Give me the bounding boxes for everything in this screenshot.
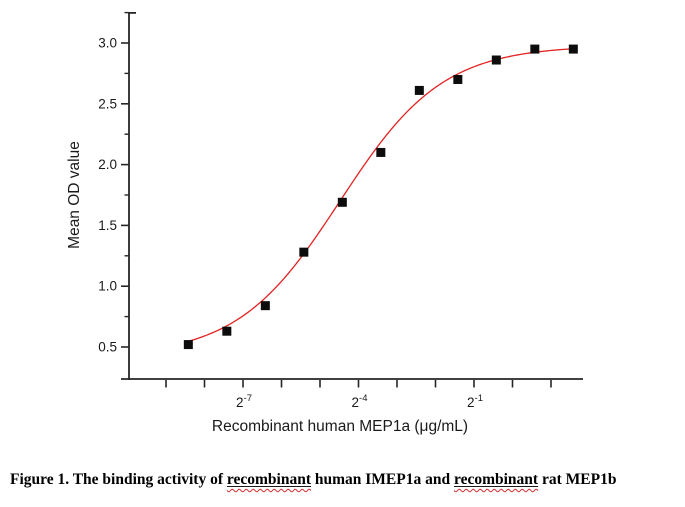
data-point-marker [299, 247, 309, 257]
data-point-marker [414, 85, 424, 95]
x-tick-label: 2-4 [352, 393, 368, 410]
fit-curve [188, 48, 574, 342]
y-tick-label: 1.5 [98, 218, 117, 233]
data-point-marker [260, 301, 270, 311]
y-tick-label: 2.5 [98, 96, 117, 111]
x-axis-title: Recombinant human MEP1a (μg/mL) [212, 418, 468, 435]
data-point-marker [222, 326, 232, 336]
caption-flagged-word-2: recombinant [453, 471, 539, 488]
binding-activity-chart: 2-7 2-4 2-1 0.5 1.0 1.5 2.0 2.5 3.0 Mean OD value… [66, 11, 583, 435]
y-tick-label: 3.0 [98, 36, 117, 51]
data-point-marker [453, 74, 463, 84]
data-point-marker [183, 340, 193, 350]
caption-flagged-word-1: recombinant [226, 471, 311, 488]
caption-text-lead: Figure 1. The binding activity of [10, 471, 227, 488]
data-point-marker [376, 147, 386, 157]
caption-text-mid: human IMEP1a and [311, 471, 454, 488]
data-point-marker [337, 197, 347, 207]
data-point-marker [568, 44, 578, 54]
spellcheck-squiggle: recombinant [454, 471, 538, 488]
figure-caption: Figure 1. The binding activity of recomb… [10, 471, 616, 489]
x-tick-label: 2-7 [236, 393, 252, 410]
y-tick-label: 2.0 [98, 157, 117, 172]
y-tick-label: 1.0 [98, 279, 117, 294]
data-point-marker [530, 44, 540, 54]
x-tick-label: 2-1 [467, 393, 483, 410]
data-point-marker [491, 55, 501, 65]
y-axis-title: Mean OD value [66, 141, 83, 249]
caption-text-tail: rat MEP1b [538, 471, 617, 488]
y-tick-label: 0.5 [98, 340, 117, 355]
spellcheck-squiggle: recombinant [227, 471, 311, 488]
